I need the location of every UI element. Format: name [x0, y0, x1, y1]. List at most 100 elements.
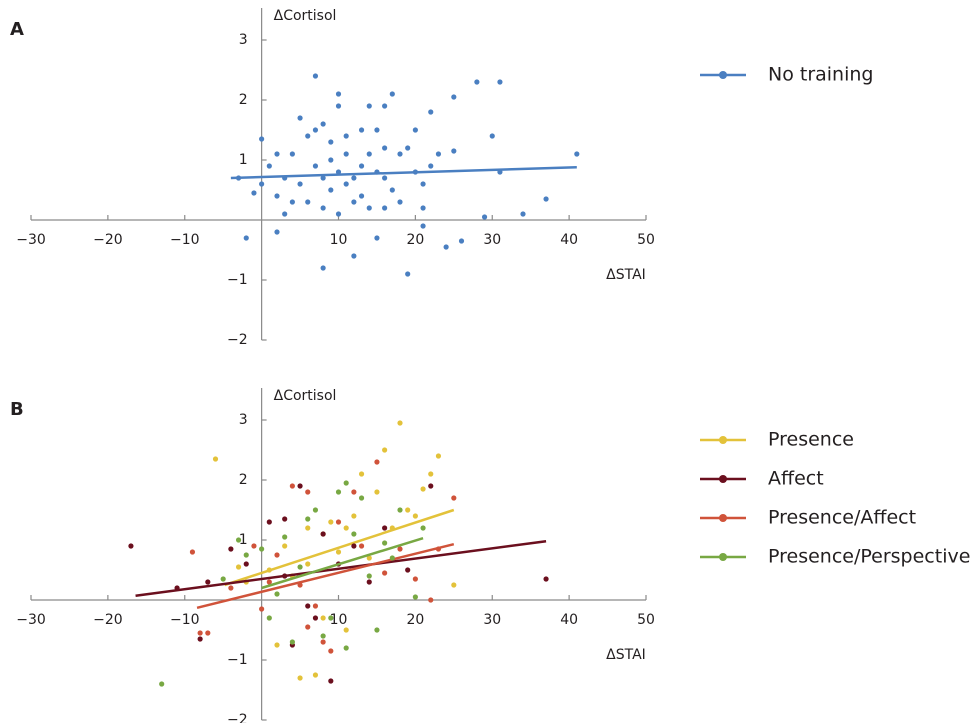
legend-label: No training	[768, 64, 873, 86]
x-tick-label: −30	[16, 232, 46, 248]
point	[320, 639, 326, 645]
point	[451, 582, 457, 588]
point	[397, 507, 403, 513]
point	[543, 576, 549, 582]
point	[305, 489, 311, 495]
point	[297, 181, 303, 187]
point	[128, 543, 134, 549]
y-tick-label: 3	[239, 32, 248, 48]
point	[328, 157, 334, 163]
point	[320, 121, 326, 127]
x-tick-label: 50	[637, 612, 655, 628]
point	[428, 471, 434, 477]
point	[312, 163, 319, 169]
point	[366, 205, 372, 211]
point	[205, 630, 211, 636]
point	[358, 193, 365, 199]
point	[374, 127, 380, 133]
point	[305, 516, 311, 522]
point	[343, 480, 349, 486]
point	[335, 169, 342, 175]
legend-label: Presence/Perspective	[768, 546, 970, 568]
point	[420, 181, 426, 187]
point	[366, 579, 372, 585]
point	[420, 223, 426, 229]
point	[212, 456, 219, 462]
point	[297, 675, 303, 681]
x-axis-label: ΔSTAI	[606, 647, 646, 663]
point	[428, 597, 434, 603]
point	[274, 151, 280, 157]
legend-dot	[719, 553, 727, 561]
point	[266, 519, 272, 525]
point	[228, 546, 234, 552]
point	[397, 420, 403, 426]
point	[328, 678, 334, 684]
point	[374, 489, 380, 495]
point	[412, 594, 418, 600]
y-tick-label: −1	[227, 272, 248, 288]
point	[358, 127, 365, 133]
point	[282, 516, 288, 522]
point	[382, 145, 388, 151]
point	[420, 525, 426, 531]
point	[474, 79, 480, 85]
y-tick-label: 2	[239, 472, 248, 488]
point	[305, 199, 311, 205]
point	[274, 229, 280, 235]
y-tick-label: −2	[227, 332, 248, 348]
point	[320, 205, 326, 211]
point	[343, 627, 349, 633]
point	[259, 546, 265, 552]
point	[289, 483, 295, 489]
legend-label: Affect	[768, 468, 824, 490]
legend-dot	[719, 475, 727, 483]
point	[282, 534, 288, 540]
point	[343, 133, 349, 139]
point	[305, 133, 311, 139]
point	[405, 271, 411, 277]
point	[305, 561, 311, 567]
point	[358, 495, 365, 501]
point	[397, 151, 403, 157]
y-tick-label: 2	[239, 92, 248, 108]
point	[305, 525, 311, 531]
x-tick-label: −30	[16, 612, 46, 628]
x-tick-label: −20	[93, 612, 123, 628]
point	[366, 151, 372, 157]
point	[335, 489, 342, 495]
point	[489, 133, 495, 139]
point	[435, 151, 442, 157]
y-tick-label: −2	[227, 712, 248, 723]
x-tick-label: 10	[330, 232, 348, 248]
point	[297, 564, 303, 570]
point	[320, 531, 326, 537]
point	[358, 163, 365, 169]
point	[420, 205, 426, 211]
point	[312, 615, 319, 621]
point	[312, 73, 319, 79]
point	[266, 615, 272, 621]
point	[159, 681, 165, 687]
point	[259, 606, 265, 612]
legend-label: Presence	[768, 429, 854, 451]
x-tick-label: 30	[483, 612, 501, 628]
point	[289, 639, 295, 645]
point	[435, 453, 442, 459]
y-tick-label: 1	[239, 152, 248, 168]
trend-line	[261, 537, 424, 590]
y-tick-label: −1	[227, 652, 248, 668]
point	[351, 175, 357, 181]
point	[320, 265, 326, 271]
point	[305, 603, 311, 609]
point	[220, 576, 226, 582]
point	[389, 91, 395, 97]
point	[412, 576, 418, 582]
trend-line	[196, 542, 455, 610]
point	[197, 636, 203, 642]
point	[374, 235, 380, 241]
point	[451, 495, 457, 501]
point	[497, 79, 503, 85]
x-tick-label: −10	[170, 232, 200, 248]
point	[343, 525, 349, 531]
